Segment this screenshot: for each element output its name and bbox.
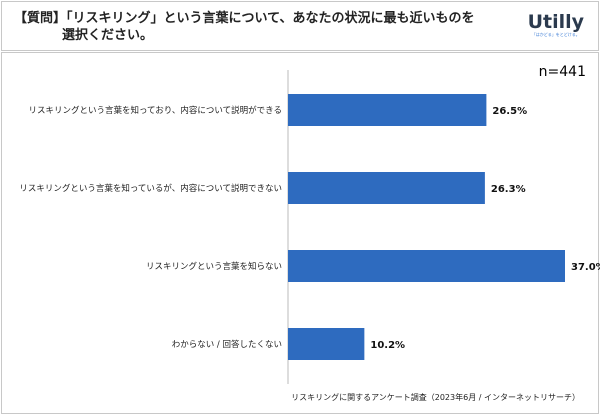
category-label: リスキリングという言葉を知らない [146, 261, 282, 272]
bar [288, 172, 485, 204]
source-note: リスキリングに関するアンケート調査（2023年6月 / インターネットリサーチ） [291, 393, 580, 402]
value-label: 10.2% [370, 340, 405, 351]
bar [288, 250, 565, 282]
chart-area [1, 52, 599, 414]
bar [288, 94, 487, 126]
sample-size: n=441 [538, 64, 586, 80]
value-label: 26.3% [491, 184, 526, 195]
question-line-1: 【質問】「リスキリング」という言葉について、あなたの状況に最も近いものを [14, 11, 475, 26]
category-label: リスキリングという言葉を知っているが、内容について説明できない [19, 183, 282, 194]
value-label: 37.0% [571, 262, 600, 273]
header: 【質問】「リスキリング」という言葉について、あなたの状況に最も近いものを選択くだ… [1, 1, 599, 51]
value-label: 26.5% [492, 106, 527, 117]
question-text: 【質問】「リスキリング」という言葉について、あなたの状況に最も近いものを選択くだ… [14, 10, 474, 44]
category-label: わからない / 回答したくない [172, 339, 282, 350]
utilly-logo: Utilly 「はかどる」をとどける。 [528, 12, 584, 38]
logo-text: Utilly [527, 11, 584, 33]
bar [288, 328, 365, 360]
category-label: リスキリングという言葉を知っており、内容について説明ができる [28, 105, 282, 116]
question-line-2: 選択ください。 [62, 28, 154, 43]
logo-tagline: 「はかどる」をとどける。 [531, 32, 580, 37]
